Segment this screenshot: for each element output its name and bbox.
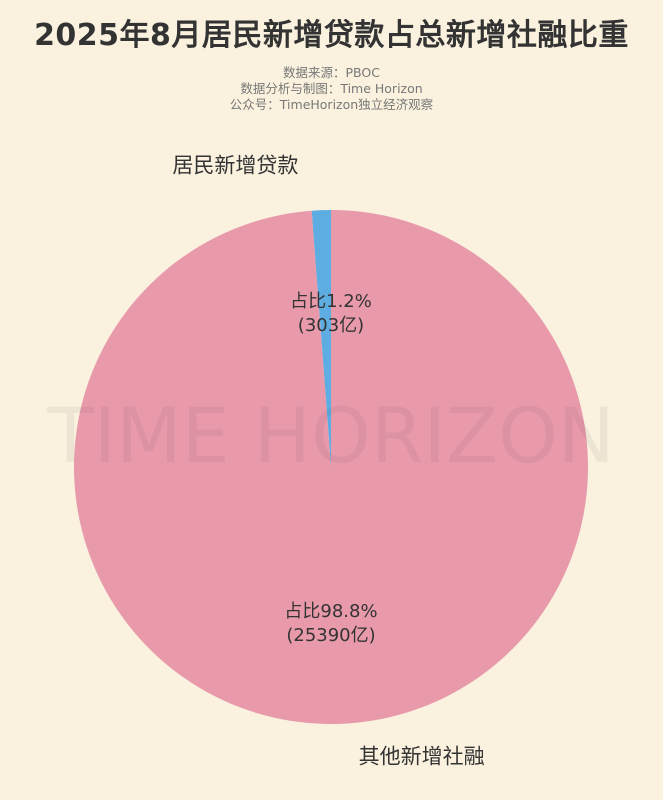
- watermark: TIME HORIZON: [46, 391, 615, 480]
- chart-title: 2025年8月居民新增贷款占总新增社融比重: [34, 18, 629, 53]
- slice-data-label-1-1: 占比1.2%: [290, 291, 372, 312]
- pie-slice-2: [74, 210, 589, 724]
- slice-data-label-2-2: (25390亿): [286, 625, 375, 646]
- subtitle-author: 数据分析与制图：Time Horizon: [240, 81, 423, 96]
- subtitle-account: 公众号：TimeHorizon独立经济观察: [229, 97, 434, 112]
- slice-label-2: 其他新增社融: [359, 744, 485, 768]
- subtitle-source: 数据来源：PBOC: [283, 65, 380, 80]
- slice-data-label-1-2: (303亿): [298, 315, 364, 336]
- slice-label-1: 居民新增贷款: [172, 154, 298, 178]
- pie-slice-1: [311, 210, 331, 467]
- slice-data-label-2-1: 占比98.8%: [284, 601, 377, 622]
